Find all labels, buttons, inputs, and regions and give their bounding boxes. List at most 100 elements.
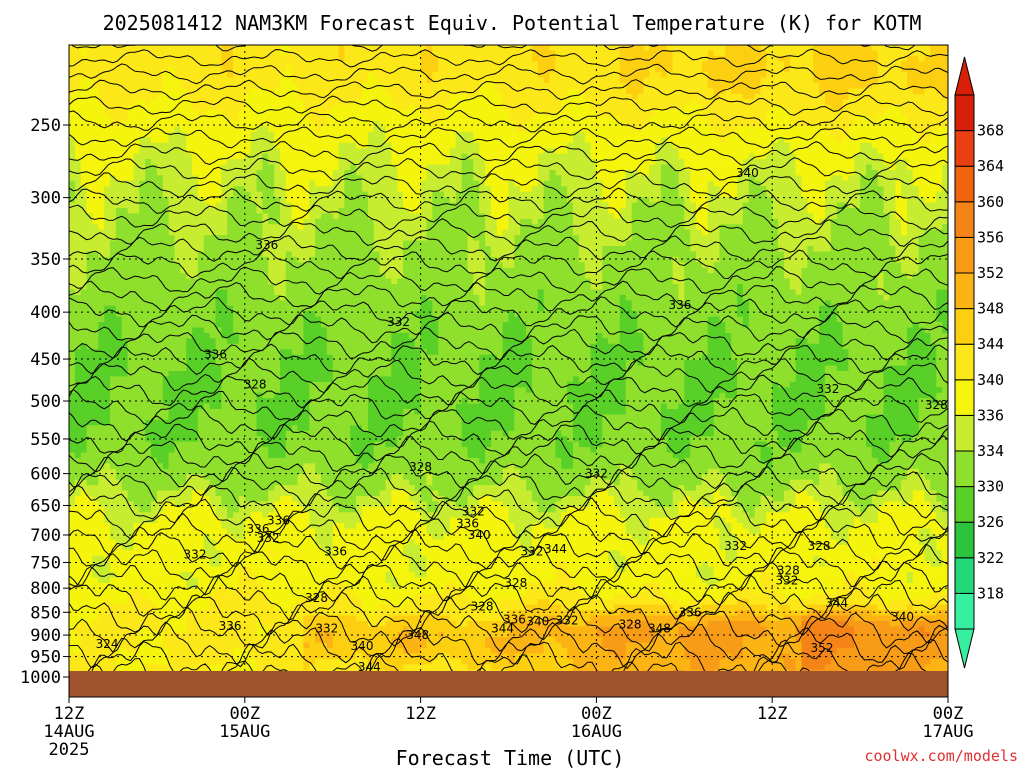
field-cell <box>930 142 937 149</box>
field-cell <box>684 50 691 57</box>
field-cell <box>80 115 88 122</box>
field-cell <box>315 104 322 111</box>
field-cell <box>526 191 533 198</box>
field-cell <box>467 77 474 84</box>
field-cell <box>127 202 135 209</box>
field-cell <box>537 148 545 155</box>
field-cell <box>619 208 627 214</box>
field-cell <box>244 213 252 220</box>
field-cell <box>473 66 480 73</box>
field-cell <box>748 115 756 122</box>
field-cell <box>666 131 674 138</box>
field-cell <box>92 88 99 95</box>
field-cell <box>139 77 146 84</box>
field-cell <box>877 55 885 62</box>
field-cell <box>866 104 873 111</box>
field-cell <box>285 213 293 220</box>
field-cell <box>854 110 861 117</box>
field-cell <box>543 170 551 176</box>
field-cell <box>614 83 621 89</box>
field-cell <box>397 55 404 62</box>
field-cell <box>760 55 767 62</box>
field-cell <box>303 93 310 100</box>
field-cell <box>713 180 721 187</box>
field-cell <box>180 115 187 122</box>
field-cell <box>602 55 609 62</box>
field-cell <box>379 202 387 209</box>
field-cell <box>531 142 539 149</box>
field-cell <box>174 77 181 84</box>
field-cell <box>350 61 357 68</box>
field-cell <box>367 126 375 133</box>
field-cell <box>156 202 164 209</box>
field-cell <box>754 55 762 62</box>
field-cell <box>584 191 592 198</box>
field-cell <box>426 50 433 57</box>
field-cell <box>590 137 597 144</box>
field-cell <box>742 213 750 220</box>
field-cell <box>778 66 785 73</box>
field-cell <box>104 191 111 198</box>
field-cell <box>742 99 750 106</box>
field-cell <box>192 191 199 198</box>
field-cell <box>824 131 832 138</box>
field-cell <box>643 148 650 155</box>
field-cell <box>367 99 375 106</box>
field-cell <box>877 110 885 117</box>
field-cell <box>789 121 797 128</box>
field-cell <box>426 213 433 220</box>
field-cell <box>555 142 562 149</box>
field-cell <box>326 170 334 176</box>
field-cell <box>537 83 545 89</box>
field-cell <box>104 104 111 111</box>
field-cell <box>543 45 551 51</box>
field-cell <box>408 121 416 128</box>
field-cell <box>713 61 721 68</box>
field-cell <box>391 159 398 166</box>
field-cell <box>145 137 152 144</box>
field-cell <box>813 99 820 106</box>
field-cell <box>110 61 117 68</box>
field-cell <box>643 153 650 160</box>
field-cell <box>221 218 228 225</box>
field-cell <box>332 121 340 128</box>
field-cell <box>203 126 211 133</box>
field-cell <box>842 83 849 89</box>
field-cell <box>233 55 240 62</box>
field-cell <box>742 121 750 128</box>
field-cell <box>649 104 656 111</box>
field-cell <box>414 55 422 62</box>
field-cell <box>543 88 551 95</box>
field-cell <box>848 93 855 100</box>
field-cell <box>783 126 791 133</box>
field-cell <box>842 186 849 193</box>
field-cell <box>168 110 176 117</box>
field-cell <box>426 175 433 182</box>
field-cell <box>866 55 873 62</box>
field-cell <box>385 131 392 138</box>
field-cell <box>156 45 164 51</box>
field-cell <box>649 72 656 79</box>
field-cell <box>561 186 568 193</box>
field-cell <box>356 202 363 209</box>
field-cell <box>690 159 697 166</box>
field-cell <box>256 148 263 155</box>
field-cell <box>801 191 808 198</box>
field-cell <box>889 55 896 62</box>
field-cell <box>608 83 615 89</box>
field-cell <box>895 202 902 209</box>
field-cell <box>473 110 480 117</box>
field-cell <box>291 110 299 117</box>
field-cell <box>531 213 539 220</box>
field-cell <box>268 45 275 51</box>
field-cell <box>367 153 375 160</box>
field-cell <box>215 170 222 176</box>
field-cell <box>408 137 416 144</box>
field-cell <box>139 66 146 73</box>
field-cell <box>520 202 527 209</box>
field-cell <box>836 159 844 166</box>
field-cell <box>74 218 82 225</box>
field-cell <box>672 77 680 84</box>
field-cell <box>842 131 849 138</box>
field-cell <box>848 115 855 122</box>
